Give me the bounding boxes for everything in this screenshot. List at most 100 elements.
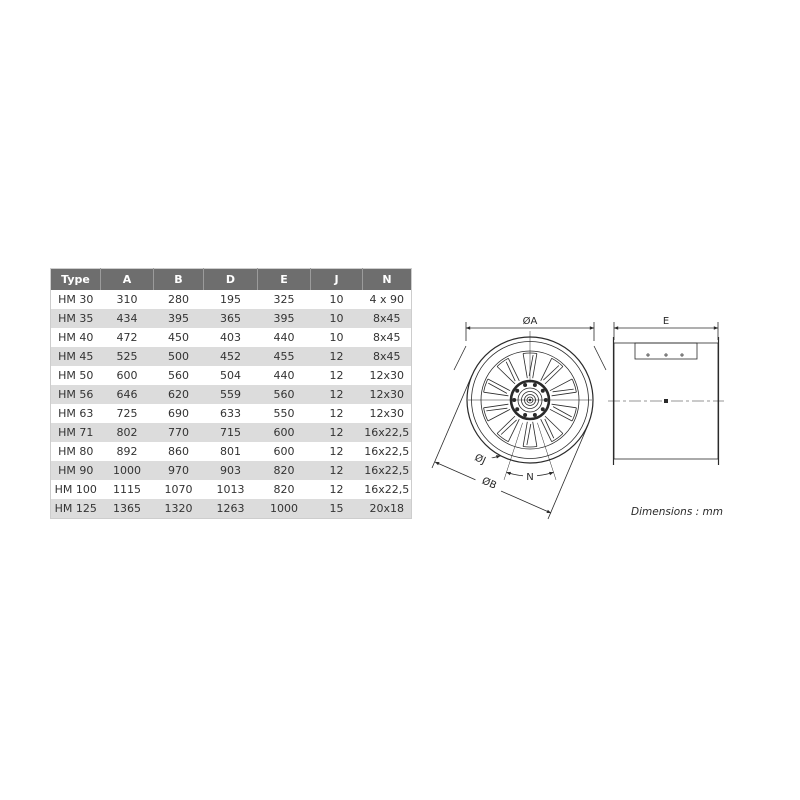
table-row: HM 125 1365 1320 1263 1000 15 20x18 — [50, 499, 412, 519]
type-cell: HM 80 — [58, 445, 94, 458]
value-cell: 802 — [100, 423, 154, 442]
value-cell: 440 — [273, 369, 295, 382]
terminal-box — [634, 342, 698, 360]
value-cell: 504 — [220, 369, 241, 382]
type-cell: HM 35 — [50, 309, 101, 328]
value-cell: 725 — [116, 407, 138, 420]
value-cell: 12 — [329, 369, 344, 382]
value-cell: 452 — [203, 347, 258, 366]
value-cell: 600 — [273, 445, 295, 458]
value-cell: 1000 — [100, 461, 154, 480]
value-cell: 395 — [257, 309, 311, 328]
value-cell: 500 — [153, 347, 204, 366]
spec-table-body: HM 30 310 280 195 325 10 4 x 90 HM 35 434 395 365 3… — [50, 290, 412, 519]
value-cell: 1320 — [153, 499, 204, 519]
fan-side-view: E — [608, 316, 724, 465]
table-row: HM 40 472 450 403 440 10 8x45 — [51, 328, 412, 347]
value-cell: 12x30 — [369, 369, 404, 382]
type-cell: HM 45 — [50, 347, 101, 366]
table-row: HM 63 725 690 633 550 12 12x30 — [51, 404, 412, 423]
value-cell: 1263 — [203, 499, 258, 519]
type-cell: HM 40 — [58, 331, 94, 344]
value-cell: 450 — [168, 331, 189, 344]
value-cell: 1115 — [113, 483, 141, 496]
value-cell: 690 — [168, 407, 189, 420]
type-cell: HM 125 — [50, 499, 101, 519]
table-row: HM 100 1115 1070 1013 820 12 16x22,5 — [51, 480, 412, 499]
value-cell: 16x22,5 — [364, 445, 410, 458]
shaft-end — [664, 399, 668, 403]
value-cell: 559 — [203, 385, 258, 404]
table-row: HM 30 310 280 195 325 10 4 x 90 — [51, 290, 412, 309]
col-header-a: A — [100, 268, 154, 290]
value-cell: 12 — [310, 347, 363, 366]
value-cell: 20x18 — [362, 499, 412, 519]
value-cell: 12x30 — [369, 407, 404, 420]
value-cell: 8x45 — [372, 331, 401, 344]
table-header: Type A B D E J N — [50, 268, 412, 290]
dim-label-diameter-a: ØA — [523, 315, 538, 327]
value-cell: 620 — [153, 385, 204, 404]
value-cell: 770 — [153, 423, 204, 442]
dim-hole-spacing-n: N — [503, 422, 557, 483]
col-header-b: B — [153, 268, 204, 290]
type-cell: HM 63 — [58, 407, 94, 420]
dim-label-diameter-b: ØB — [480, 475, 498, 492]
value-cell: 8x45 — [362, 309, 412, 328]
value-cell: 12x30 — [362, 385, 412, 404]
table-row: HM 90 1000 970 903 820 12 16x22,5 — [50, 461, 412, 480]
dim-label-n: N — [526, 472, 533, 483]
value-cell: 10 — [329, 293, 344, 306]
dim-label-e: E — [663, 316, 669, 327]
dim-label-diameter-j: ØJ — [473, 452, 488, 467]
type-cell: HM 50 — [58, 369, 94, 382]
table-row: HM 71 802 770 715 600 12 16x22,5 — [50, 423, 412, 442]
value-cell: 16x22,5 — [362, 423, 412, 442]
dim-diameter-j: ØJ — [466, 448, 501, 470]
fan-blades — [483, 352, 577, 448]
value-cell: 472 — [116, 331, 138, 344]
value-cell: 1365 — [100, 499, 154, 519]
value-cell: 715 — [203, 423, 258, 442]
value-cell: 600 — [257, 423, 311, 442]
fan-front-view: ØA ØB ØJ N — [431, 315, 607, 520]
type-cell: HM 100 — [54, 483, 97, 496]
table-row: HM 50 600 560 504 440 12 12x30 — [51, 366, 412, 385]
type-cell: HM 90 — [50, 461, 101, 480]
value-cell: 560 — [168, 369, 189, 382]
value-cell: 12 — [329, 483, 344, 496]
dimensions-table: Type A B D E J N HM 30 310 280 195 325 10 4 x … — [50, 268, 412, 519]
value-cell: 280 — [168, 293, 189, 306]
value-cell: 310 — [116, 293, 138, 306]
header-row: Type A B D E J N — [50, 268, 412, 290]
value-cell: 10 — [329, 331, 344, 344]
dim-diameter-b: ØB — [431, 374, 589, 520]
value-cell: 550 — [273, 407, 295, 420]
value-cell: 15 — [310, 499, 363, 519]
value-cell: 455 — [257, 347, 311, 366]
value-cell: 646 — [100, 385, 154, 404]
col-header-e: E — [257, 268, 311, 290]
dim-diameter-a: ØA — [453, 315, 607, 371]
value-cell: 365 — [203, 309, 258, 328]
table-row: HM 45 525 500 452 455 12 8x45 — [50, 347, 412, 366]
value-cell: 600 — [116, 369, 138, 382]
col-header-d: D — [203, 268, 258, 290]
value-cell: 633 — [220, 407, 241, 420]
dimensions-note: Dimensions : mm — [631, 506, 723, 518]
dim-length-e: E — [613, 316, 719, 340]
table-row: HM 80 892 860 801 600 12 16x22,5 — [51, 442, 412, 461]
value-cell: 12 — [329, 445, 344, 458]
value-cell: 1013 — [216, 483, 245, 496]
value-cell: 1000 — [257, 499, 311, 519]
value-cell: 892 — [116, 445, 138, 458]
col-header-type: Type — [50, 268, 101, 290]
type-cell: HM 56 — [50, 385, 101, 404]
value-cell: 16x22,5 — [362, 461, 412, 480]
table-row: HM 56 646 620 559 560 12 12x30 — [50, 385, 412, 404]
value-cell: 903 — [203, 461, 258, 480]
value-cell: 860 — [168, 445, 189, 458]
value-cell: 395 — [153, 309, 204, 328]
value-cell: 403 — [220, 331, 241, 344]
value-cell: 12 — [310, 461, 363, 480]
